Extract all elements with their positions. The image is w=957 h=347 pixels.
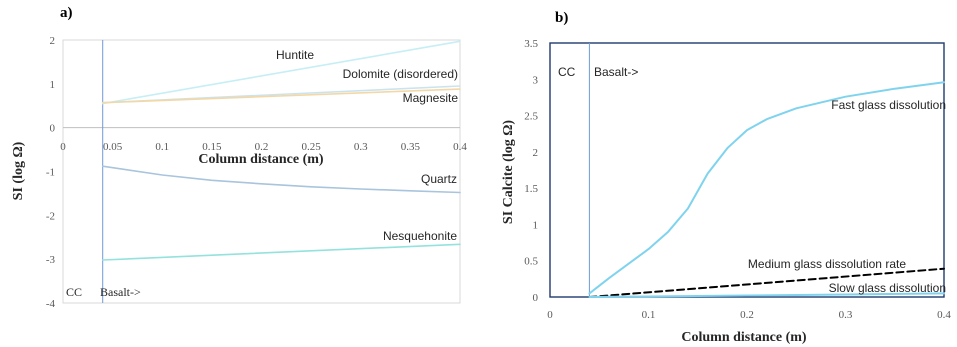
panel-b-chart: b) 3.5 3 2.5 2 1.5 1 0.5 0 0 0.1 0.2 0.3 0.4 CC Bas… <box>501 10 951 345</box>
panel-a-y-tick-label: 2 <box>50 35 56 47</box>
panel-a-x-tick-label: 0.4 <box>453 141 467 153</box>
panel-a-y-tick-label: 1 <box>50 79 56 91</box>
series-line-magnesite <box>101 88 461 104</box>
panel-a-x-tick-label: 0.35 <box>401 141 421 153</box>
panel-a-y-tick-label: 0 <box>50 123 56 135</box>
panel-a-chart: a) 2 1 0 -1 -2 -3 -4 0 0.05 0.1 0.15 0.2 0.25 0.3 0.3… <box>11 5 467 310</box>
panel-b-x-tick-label: 0.1 <box>642 309 656 321</box>
panel-a-x-tick-label: 0.15 <box>202 141 222 153</box>
panel-b-y-tick-label: 3 <box>533 74 539 86</box>
panel-b-basalt-label: Basalt-> <box>594 65 638 79</box>
panel-b-y-tick-label: 1.5 <box>524 183 538 195</box>
series-line-fast-glass-dissolution <box>588 81 945 295</box>
panel-b-y-ticks: 3.5 3 2.5 2 1.5 1 0.5 0 <box>524 38 538 304</box>
label-fast-glass-dissolution: Fast glass dissolution <box>831 98 946 112</box>
label-magnesite: Magnesite <box>403 91 459 105</box>
panel-b-y-tick-label: 1 <box>533 219 539 231</box>
panel-b-y-tick-label: 3.5 <box>524 38 538 50</box>
panel-b-y-tick-label: 2.5 <box>524 111 538 123</box>
panel-a-x-tick-label: 0.2 <box>255 141 269 153</box>
panel-a-x-tick-label: 0.3 <box>354 141 368 153</box>
panel-a-cc-label: CC <box>66 285 82 299</box>
panel-a-y-tick-label: -3 <box>46 254 56 266</box>
panel-b-series-group <box>588 81 945 298</box>
panel-a-x-tick-label: 0 <box>60 141 66 153</box>
panel-b-plot-area <box>549 42 945 298</box>
panel-b-y-tick-label: 2 <box>533 147 539 159</box>
panel-a-x-tick-label: 0.1 <box>155 141 169 153</box>
series-line-slow-glass-dissolution <box>588 292 945 298</box>
panel-a-series-group <box>101 40 461 261</box>
panel-b-x-tick-label: 0.3 <box>839 309 853 321</box>
panel-a-x-ticks: 0 0.05 0.1 0.15 0.2 0.25 0.3 0.35 0.4 <box>60 141 467 153</box>
panel-a-x-tick-label: 0.05 <box>103 141 123 153</box>
panel-b-y-tick-label: 0 <box>533 292 539 304</box>
panel-a-y-tick-label: -2 <box>46 210 55 222</box>
panel-b-x-ticks: 0 0.1 0.2 0.3 0.4 <box>547 309 951 321</box>
panel-b-y-tick-label: 0.5 <box>524 256 538 268</box>
panel-a-plot-area <box>62 39 461 304</box>
label-medium-glass-dissolution: Medium glass dissolution rate <box>748 257 906 271</box>
panel-b-y-axis-title: SI Calcite (log Ω) <box>501 120 516 224</box>
panel-a-x-tick-label: 0.25 <box>302 141 322 153</box>
label-nesquehonite: Nesquehonite <box>383 229 457 243</box>
panel-b-x-tick-label: 0 <box>547 309 553 321</box>
series-line-nesquehonite <box>101 243 461 261</box>
panel-a-y-axis-title: SI (log Ω) <box>11 141 26 200</box>
panel-a-y-tick-label: -4 <box>46 298 56 310</box>
panel-b-x-tick-label: 0.4 <box>937 309 951 321</box>
label-huntite: Huntite <box>276 48 314 62</box>
panel-a-y-ticks: 2 1 0 -1 -2 -3 -4 <box>46 35 56 310</box>
series-line-medium-glass-dissolution-rate <box>588 267 945 298</box>
label-dolomite: Dolomite (disordered) <box>343 67 458 81</box>
series-line-huntite <box>101 40 461 105</box>
label-quartz: Quartz <box>421 172 457 186</box>
panel-a-label: a) <box>60 5 73 21</box>
panel-b-x-axis-title: Column distance (m) <box>681 330 807 345</box>
panel-a-basalt-label: Basalt-> <box>100 285 141 299</box>
panel-b-x-tick-label: 0.2 <box>740 309 754 321</box>
label-slow-glass-dissolution: Slow glass dissolution <box>829 281 946 295</box>
panel-b-label: b) <box>555 10 568 26</box>
series-line-quartz <box>101 165 461 194</box>
panel-a-x-axis-title: Column distance (m) <box>198 152 324 167</box>
panel-b-cc-label: CC <box>558 65 576 79</box>
panel-a-y-tick-label: -1 <box>46 167 55 179</box>
